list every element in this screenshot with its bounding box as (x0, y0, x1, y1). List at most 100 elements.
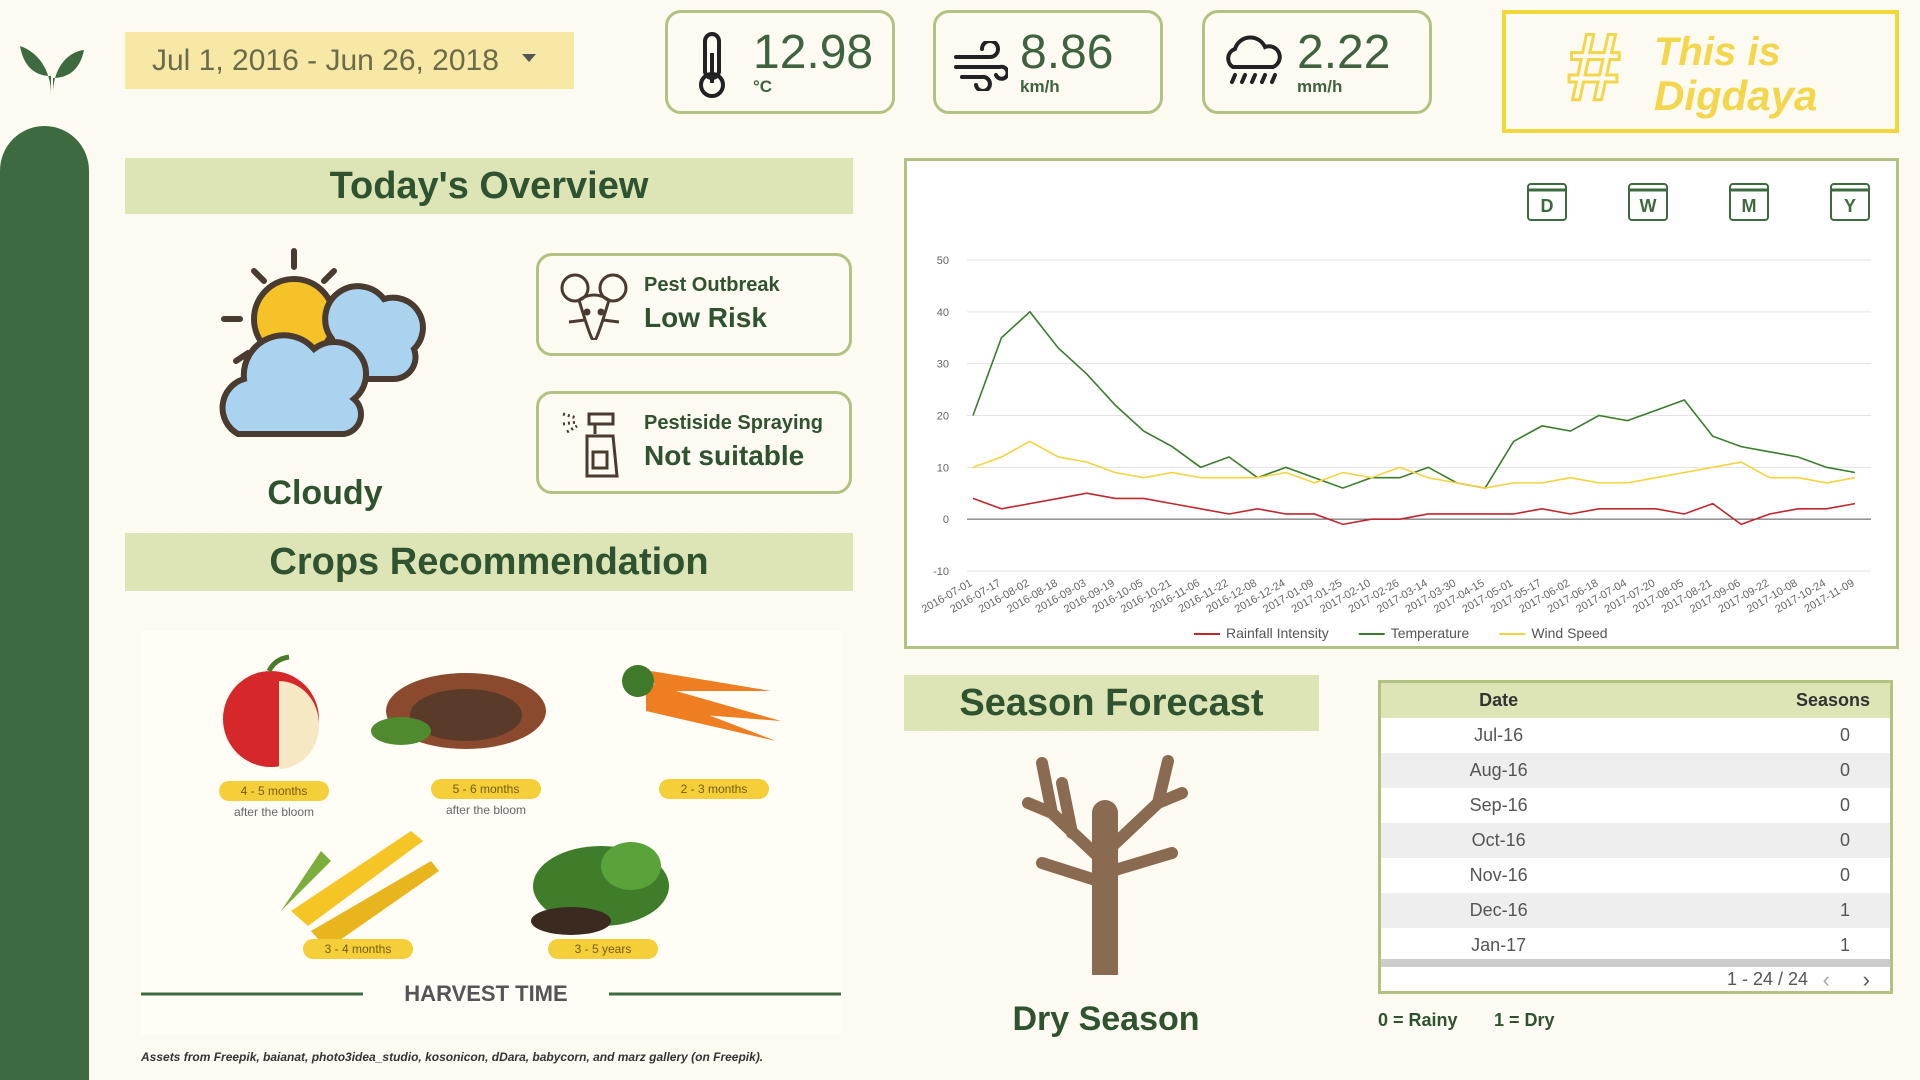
alert-card: Pest Outbreak Low Risk (536, 253, 852, 356)
table-row: Dec-16 1 (1381, 893, 1890, 928)
alert-card: Pestiside Spraying Not suitable (536, 391, 852, 494)
table-row: Oct-16 0 (1381, 823, 1890, 858)
logo-leaf (20, 46, 84, 94)
table-row: Jul-16 0 (1381, 718, 1890, 753)
period-label: M (1742, 196, 1757, 216)
harvest-label: 3 - 4 months (303, 939, 413, 959)
season-forecast: Dry Season (1012, 1000, 1200, 1038)
table-cell: 1 (1839, 935, 1850, 955)
legend-label: Rainfall Intensity (1226, 625, 1329, 641)
harvest-note: after the bloom (445, 803, 527, 817)
crop-illustrations (141, 654, 841, 996)
period-button[interactable]: Y (1830, 183, 1870, 221)
table-cell: 0 (1839, 725, 1850, 745)
period-button[interactable]: M (1729, 183, 1769, 221)
calendar-icon (1729, 183, 1769, 221)
brand-badge: # This is Digdaya (1502, 10, 1899, 133)
table-cell: Nov-16 (1469, 865, 1528, 885)
alert-status: Not suitable (644, 440, 805, 471)
thermometer-icon (699, 32, 725, 98)
table-cell: Oct-16 (1381, 823, 1617, 858)
metric-value: 2.22 (1297, 26, 1391, 79)
table-body: Jul-16 0 Aug-16 0 Sep-16 0 Oct-16 0 Nov-16 0 Dec-1… (1381, 718, 1890, 963)
rain-icon (1226, 35, 1282, 84)
brand-line2: Digdaya (1654, 72, 1818, 119)
line-chart: D W M Y-10010203040502016-07-012016-07-1720… (920, 183, 1871, 641)
series-line (972, 310, 1856, 489)
y-tick-label: 40 (937, 307, 949, 319)
harvest-label: 3 - 5 years (548, 939, 658, 959)
sidebar (0, 126, 89, 1080)
table-cell: 0 (1616, 753, 1890, 788)
y-tick-label: 30 (937, 359, 949, 371)
calendar-icon (1628, 183, 1668, 221)
table-header: Date Seasons (1381, 683, 1890, 718)
series-line (972, 440, 1856, 489)
y-tick-label: 50 (937, 255, 949, 267)
table-cell: 1 (1616, 893, 1890, 928)
legend-label: Wind Speed (1531, 625, 1607, 641)
column-header: Date (1381, 683, 1617, 718)
alert-status: Low Risk (644, 302, 767, 333)
table-row: Aug-16 0 (1381, 753, 1890, 788)
section-title: Today's Overview (125, 158, 853, 214)
table-cell: 0 (1616, 823, 1890, 858)
section-title: Crops Recommendation (125, 533, 853, 591)
season-table: Date Seasons Jul-16 0 Aug-16 0 Sep-16 0 Oct-16 0 N… (1378, 680, 1893, 994)
brand-hash: # (1564, 14, 1620, 121)
table-cell: Sep-16 (1469, 795, 1528, 815)
table-row: Nov-16 0 (1381, 858, 1890, 893)
harvest-title: HARVEST TIME (404, 981, 568, 1006)
metric-unit: km/h (1020, 77, 1060, 96)
table-cell: Jul-16 (1474, 725, 1524, 745)
harvest-label: 4 - 5 months (219, 781, 329, 801)
wind-card: 8.86 km/h (933, 10, 1163, 114)
y-tick-label: -10 (933, 566, 949, 578)
wind-icon (954, 41, 1008, 91)
period-button[interactable]: D (1527, 183, 1567, 221)
table-row: Jan-17 1 (1381, 928, 1890, 963)
prev-page[interactable]: ‹ (1822, 967, 1830, 992)
table-cell: Jan-17 (1471, 935, 1527, 955)
column-header: Seasons (1616, 683, 1890, 718)
pagination: 1 - 24 / 24 (1726, 969, 1808, 989)
tree-icon (1022, 755, 1188, 975)
table-cell: 0 (1839, 795, 1850, 815)
dropdown-arrow (522, 54, 536, 62)
calendar-icon (1830, 183, 1870, 221)
y-tick-label: 20 (937, 411, 949, 423)
mouse-icon (560, 273, 628, 340)
table-row: Sep-16 0 (1381, 788, 1890, 823)
table-cell: 0 (1839, 865, 1850, 885)
section-title: Season Forecast (904, 675, 1319, 731)
table-legend: 0 = Rainy (1378, 1010, 1458, 1030)
y-tick-label: 10 (937, 462, 949, 474)
temperature-card: 12.98 °C (665, 10, 895, 114)
next-page[interactable]: › (1862, 967, 1870, 992)
weather-label: Cloudy (267, 474, 383, 512)
metric-unit: mm/h (1297, 77, 1343, 96)
y-tick-label: 0 (943, 514, 949, 526)
rain-card: 2.22 mm/h (1202, 10, 1432, 114)
harvest-note: after the bloom (233, 805, 315, 819)
crops-infographic: 4 - 5 months after the bloom 5 - 6 month… (141, 631, 841, 1035)
period-label: D (1541, 196, 1554, 216)
alert-label: Pestiside Spraying (644, 412, 823, 434)
scrollbar[interactable] (1381, 959, 1890, 967)
legend-label: Temperature (1391, 625, 1470, 641)
date-range-picker[interactable]: Jul 1, 2016 - Jun 26, 2018 (125, 32, 574, 89)
spray-icon (562, 412, 619, 478)
metric-value: 8.86 (1020, 26, 1114, 79)
period-button[interactable]: W (1628, 183, 1668, 221)
date-range: Jul 1, 2016 - Jun 26, 2018 (152, 44, 499, 77)
period-label: W (1640, 196, 1657, 216)
harvest-label: 5 - 6 months (431, 779, 541, 799)
table-cell: Aug-16 (1381, 753, 1617, 788)
credits: Assets from Freepik, baianat, photo3idea… (141, 1050, 764, 1064)
period-label: Y (1844, 196, 1856, 216)
harvest-label: 2 - 3 months (659, 779, 769, 799)
table-legend: 1 = Dry (1494, 1010, 1555, 1030)
chart-panel (904, 158, 1899, 649)
calendar-icon (1527, 183, 1567, 221)
